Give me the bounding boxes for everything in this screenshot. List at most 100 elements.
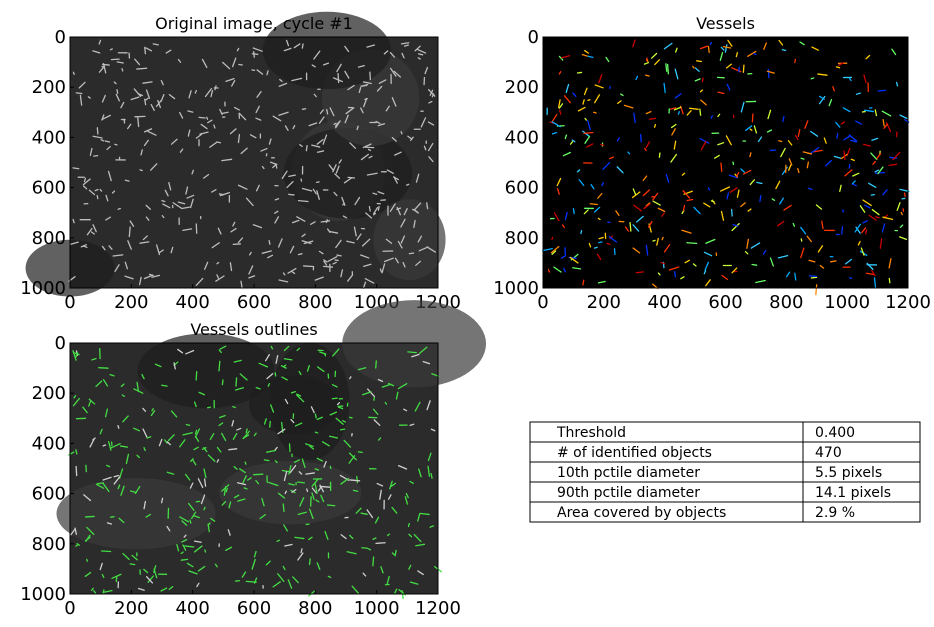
x-tick-label: 200 xyxy=(114,292,148,313)
vessel-speck xyxy=(760,196,761,202)
x-tick-label: 1000 xyxy=(354,598,400,619)
vessel-speck xyxy=(116,577,117,582)
vessel-speck xyxy=(709,188,710,190)
vessel-speck xyxy=(599,242,602,243)
image-texture xyxy=(342,300,486,387)
vessel-speck xyxy=(307,489,308,491)
vessel-speck xyxy=(283,504,284,511)
x-tick-label: 600 xyxy=(708,292,742,313)
vessel-speck xyxy=(431,474,432,479)
vessel-speck xyxy=(236,378,237,386)
image-panel xyxy=(26,12,446,297)
vessel-speck xyxy=(97,483,103,484)
vessel-speck xyxy=(125,180,129,181)
vessel-speck xyxy=(219,361,220,371)
vessel-speck xyxy=(190,520,191,523)
vessel-speck xyxy=(87,559,88,561)
vessel-speck xyxy=(246,429,247,433)
vessel-speck xyxy=(697,61,702,62)
vessel-speck xyxy=(378,207,379,211)
vessel-speck xyxy=(162,201,165,202)
vessel-speck xyxy=(302,109,305,110)
vessel-speck xyxy=(831,261,836,262)
vessel-speck xyxy=(122,69,123,71)
vessel-speck xyxy=(380,269,381,272)
vessel-speck xyxy=(878,90,885,91)
vessel-speck xyxy=(427,203,428,209)
vessel-speck xyxy=(376,543,385,544)
vessel-speck xyxy=(407,184,409,185)
vessel-speck xyxy=(595,247,598,248)
vessel-speck xyxy=(245,462,246,464)
vessel-speck xyxy=(646,75,650,76)
vessel-speck xyxy=(409,253,413,254)
vessel-speck xyxy=(583,280,584,285)
vessel-speck xyxy=(641,135,642,142)
vessel-speck xyxy=(76,466,77,475)
vessel-speck xyxy=(219,194,223,195)
vessel-speck xyxy=(662,237,663,239)
vessel-speck xyxy=(304,266,313,267)
vessel-speck xyxy=(298,482,305,483)
vessel-speck xyxy=(678,112,679,114)
vessel-speck xyxy=(905,193,906,196)
table-cell: Threshold xyxy=(556,425,626,441)
vessel-speck xyxy=(328,505,335,506)
vessel-speck xyxy=(341,429,345,430)
table-cell: 2.9 % xyxy=(815,505,855,521)
vessel-speck xyxy=(252,70,255,71)
vessel-speck xyxy=(338,74,339,83)
vessel-speck xyxy=(875,172,884,173)
vessel-speck xyxy=(325,354,326,356)
image-texture xyxy=(219,461,361,524)
vessel-speck xyxy=(252,54,257,55)
vessel-speck xyxy=(752,114,753,122)
vessel-speck xyxy=(659,153,660,157)
vessel-speck xyxy=(782,50,785,51)
vessel-speck xyxy=(849,278,851,279)
vessel-speck xyxy=(700,109,701,115)
vessel-speck xyxy=(647,58,648,60)
x-tick-label: 400 xyxy=(647,292,681,313)
x-tick-label: 1000 xyxy=(824,292,870,313)
x-tick-label: 800 xyxy=(769,292,803,313)
vessel-speck xyxy=(186,425,189,426)
vessel-speck xyxy=(687,243,697,244)
vessel-speck xyxy=(408,524,409,527)
vessel-speck xyxy=(732,210,733,216)
y-tick-label: 400 xyxy=(32,127,66,148)
vessel-speck xyxy=(94,156,98,157)
x-tick-label: 800 xyxy=(298,598,332,619)
y-tick-label: 1000 xyxy=(20,584,66,605)
vessel-speck xyxy=(650,118,656,119)
vessel-speck xyxy=(73,72,74,74)
vessel-speck xyxy=(129,227,130,236)
vessel-speck xyxy=(270,421,271,427)
vessel-speck xyxy=(655,125,656,128)
table-cell: Area covered by objects xyxy=(557,505,726,521)
vessel-speck xyxy=(733,162,734,164)
vessel-speck xyxy=(330,466,331,468)
vessel-speck xyxy=(357,476,358,482)
vessel-speck xyxy=(324,266,333,267)
vessel-speck xyxy=(199,117,205,118)
vessel-speck xyxy=(362,548,368,549)
panel-title: Vessels outlines xyxy=(190,320,317,339)
x-tick-label: 1200 xyxy=(885,292,931,313)
y-tick-label: 1000 xyxy=(493,278,539,299)
vessel-speck xyxy=(836,67,839,68)
vessel-speck xyxy=(581,231,582,234)
vessel-speck xyxy=(708,46,709,52)
vessel-speck xyxy=(140,170,142,171)
vessel-speck xyxy=(162,385,167,386)
vessel-speck xyxy=(548,269,549,272)
vessel-speck xyxy=(103,590,104,593)
vessel-speck xyxy=(752,265,757,266)
vessel-speck xyxy=(118,209,120,210)
x-tick-label: 800 xyxy=(298,292,332,313)
vessel-speck xyxy=(181,559,187,560)
vessel-speck xyxy=(110,49,112,50)
vessel-speck xyxy=(666,64,667,71)
vessel-speck xyxy=(779,141,782,142)
